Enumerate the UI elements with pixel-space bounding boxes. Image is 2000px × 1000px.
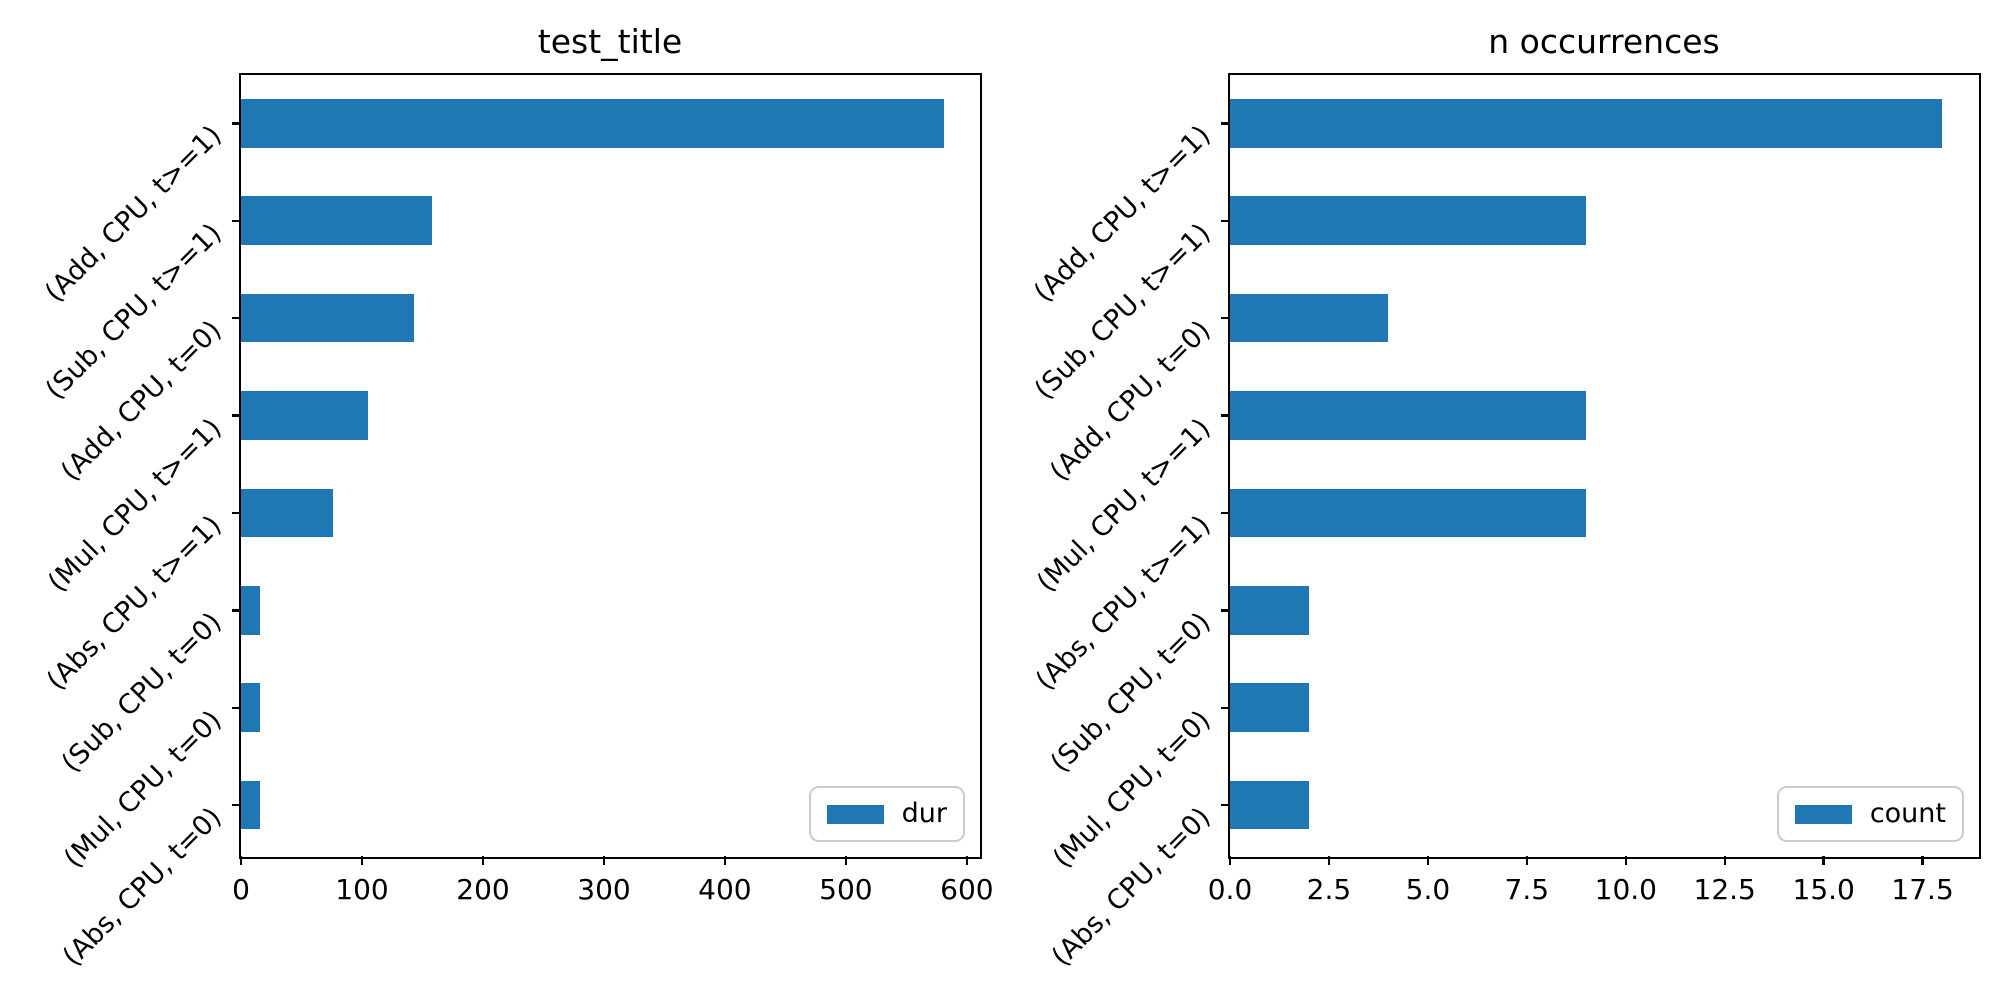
bar bbox=[1230, 391, 1587, 440]
bar bbox=[241, 683, 261, 733]
bar bbox=[241, 586, 261, 635]
x-tick-label: 15.0 bbox=[1792, 873, 1855, 906]
plot-area bbox=[238, 72, 982, 859]
y-tick-mark bbox=[232, 219, 241, 222]
bar bbox=[241, 391, 368, 440]
x-tick-mark bbox=[1426, 856, 1430, 865]
y-tick-mark bbox=[1221, 609, 1230, 612]
y-tick-mark bbox=[232, 511, 241, 515]
x-tick-label: 7.5 bbox=[1504, 873, 1550, 906]
x-tick-mark bbox=[965, 856, 969, 865]
legend-swatch bbox=[826, 804, 884, 824]
legend: count bbox=[1776, 786, 1964, 842]
x-tick-label: 500 bbox=[819, 873, 873, 906]
y-tick-mark bbox=[1221, 219, 1230, 222]
x-tick-mark bbox=[844, 856, 848, 865]
x-tick-label: 200 bbox=[456, 873, 510, 906]
y-tick-mark bbox=[232, 609, 241, 612]
x-tick-label: 100 bbox=[335, 873, 389, 906]
x-tick-label: 0 bbox=[232, 873, 250, 906]
legend-swatch bbox=[1794, 804, 1852, 824]
bar bbox=[241, 780, 261, 830]
y-tick-mark bbox=[232, 316, 241, 320]
bar bbox=[241, 293, 414, 343]
y-tick-mark bbox=[232, 803, 241, 807]
legend: dur bbox=[808, 786, 965, 842]
bar bbox=[241, 488, 333, 538]
x-tick-mark bbox=[481, 856, 485, 865]
bar bbox=[1230, 196, 1587, 246]
x-tick-mark bbox=[1624, 856, 1627, 865]
x-tick-mark bbox=[239, 856, 243, 865]
bar bbox=[1230, 488, 1587, 538]
bar bbox=[241, 196, 433, 246]
x-tick-label: 10.0 bbox=[1594, 873, 1657, 906]
y-tick-mark bbox=[232, 122, 241, 125]
x-tick-mark bbox=[1525, 856, 1529, 865]
x-tick-label: 300 bbox=[577, 873, 631, 906]
right-chart-title: n occurrences bbox=[1488, 22, 1720, 61]
x-tick-label: 400 bbox=[698, 873, 752, 906]
left-chart-title: test_title bbox=[537, 22, 683, 61]
x-tick-mark bbox=[1228, 856, 1232, 865]
x-tick-mark bbox=[1921, 856, 1924, 865]
x-tick-mark bbox=[1822, 856, 1825, 865]
bar bbox=[241, 99, 944, 148]
x-tick-mark bbox=[602, 856, 606, 865]
x-tick-label: 12.5 bbox=[1693, 873, 1756, 906]
x-tick-label: 0.0 bbox=[1207, 873, 1253, 906]
bar bbox=[1230, 683, 1310, 733]
x-tick-label: 5.0 bbox=[1405, 873, 1451, 906]
x-tick-mark bbox=[1723, 856, 1726, 865]
x-tick-label: 600 bbox=[940, 873, 994, 906]
y-tick-mark bbox=[1221, 414, 1230, 417]
x-tick-label: 2.5 bbox=[1306, 873, 1352, 906]
bar bbox=[1230, 586, 1310, 635]
x-tick-mark bbox=[1327, 856, 1331, 865]
y-tick-mark bbox=[232, 706, 241, 709]
y-tick-mark bbox=[1221, 122, 1230, 125]
x-tick-mark bbox=[723, 856, 727, 865]
x-tick-mark bbox=[360, 856, 364, 865]
y-tick-mark bbox=[1221, 316, 1230, 320]
y-tick-mark bbox=[1221, 706, 1230, 709]
plot-area bbox=[1227, 72, 1981, 859]
y-tick-mark bbox=[1221, 511, 1230, 515]
bar bbox=[1230, 780, 1310, 830]
bar bbox=[1230, 99, 1943, 148]
legend-label: count bbox=[1869, 798, 1946, 829]
bar bbox=[1230, 293, 1389, 343]
y-tick-mark bbox=[232, 414, 241, 417]
y-tick-mark bbox=[1221, 803, 1230, 807]
legend-label: dur bbox=[901, 798, 947, 829]
x-tick-label: 17.5 bbox=[1891, 873, 1954, 906]
